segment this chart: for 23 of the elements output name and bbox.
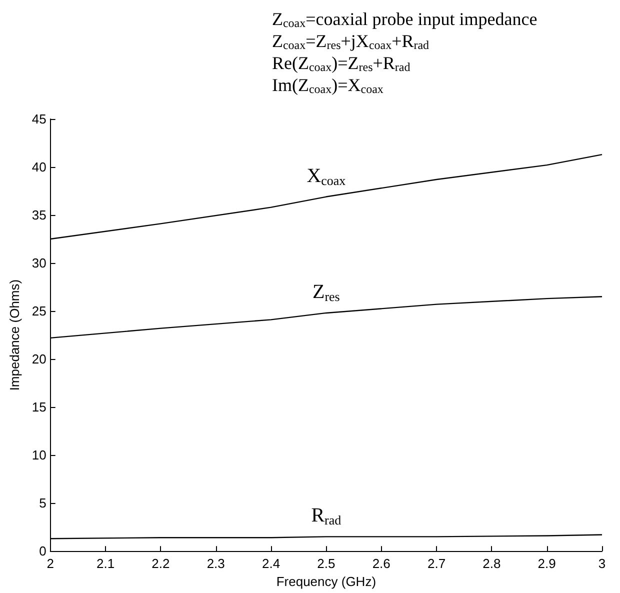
y-tick-label: 0 [39,544,46,559]
y-tick-label: 10 [32,448,46,463]
x-tick-label: 2 [46,556,54,572]
x-tick-label: 2.7 [427,556,446,572]
y-tick-label: 5 [39,496,46,511]
x-tick-label: 2.4 [262,556,280,572]
x-axis-title: Frequency (GHz) [276,574,376,589]
x-tick-label: 2.8 [482,556,501,572]
x-tick-label: 2.2 [152,556,170,572]
y-axis-title: Impedance (Ohms) [7,279,22,391]
x-tick-label: 3 [598,556,606,572]
y-tick-label: 45 [32,112,46,126]
x-tick-label: 2.6 [372,556,390,572]
y-tick-label: 35 [32,208,46,223]
x-tick-label: 2.1 [96,556,115,572]
x-tick-label: 2.3 [206,556,225,572]
x-tick-label: 2.5 [317,556,336,572]
y-tick-label: 25 [32,304,46,319]
y-tick-label: 15 [32,400,46,415]
x-tick-label: 2.9 [538,556,556,572]
y-tick-label: 30 [32,256,46,271]
y-tick-label: 20 [32,352,46,367]
y-tick-label: 40 [32,160,46,175]
